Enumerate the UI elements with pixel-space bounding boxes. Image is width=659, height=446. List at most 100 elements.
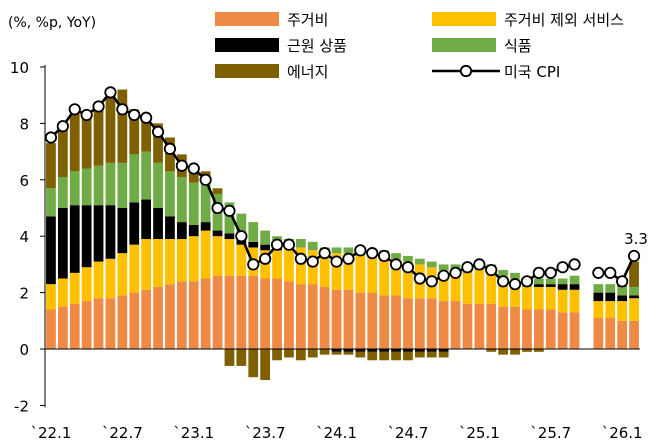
cpi-point	[330, 255, 343, 268]
bar-segment	[117, 162, 128, 208]
bar-segment	[605, 284, 616, 293]
bar-segment	[248, 241, 259, 248]
legend-swatch	[432, 12, 496, 26]
bar-segment	[69, 272, 80, 304]
bar-segment	[629, 261, 639, 287]
cpi-point	[592, 266, 605, 279]
bar-segment	[105, 92, 116, 163]
bar-segment	[46, 309, 56, 349]
bar-segment	[260, 278, 271, 349]
x-tick-label: `22.7	[102, 424, 143, 442]
bar-segment	[414, 351, 425, 358]
bar-segment	[295, 239, 306, 248]
cpi-point	[366, 247, 379, 260]
bar-segment	[426, 298, 437, 349]
bar-segment	[391, 253, 401, 259]
bar-segment	[450, 270, 461, 302]
bar-segment	[105, 298, 116, 349]
cpi-point	[247, 258, 260, 271]
cpi-point	[68, 103, 81, 116]
cpi-point	[616, 275, 629, 288]
bar-segment	[498, 275, 509, 307]
cpi-point	[389, 258, 403, 271]
bar-segment	[331, 289, 342, 349]
bar-segment	[438, 270, 449, 302]
bar-segment	[438, 264, 449, 271]
y-tick-label: 0	[19, 341, 29, 359]
legend-label: 식품	[504, 37, 532, 55]
bar-segment	[81, 301, 92, 349]
bar-segment	[557, 312, 568, 349]
bar-segment	[629, 298, 639, 321]
bar-segment	[141, 151, 152, 200]
bar-segment	[331, 253, 342, 290]
bar-segment	[212, 236, 223, 276]
cpi-point	[532, 266, 545, 279]
bar-segment	[498, 349, 509, 355]
bar-segment	[331, 247, 342, 254]
bar-segment	[379, 351, 390, 361]
bar-segment	[533, 284, 544, 287]
bar-segment	[57, 176, 68, 208]
bar-segment	[593, 284, 604, 293]
bar-segment	[450, 301, 461, 349]
bar-segment	[46, 188, 56, 217]
legend-swatch	[215, 64, 279, 78]
bar-segment	[141, 289, 152, 349]
legend-label: 주거비 제외 서비스	[504, 11, 624, 29]
cpi-point	[627, 249, 641, 263]
bar-segment	[403, 351, 413, 361]
bar-segment	[545, 286, 556, 310]
bar-segment	[284, 281, 294, 349]
bar-segment	[403, 255, 413, 262]
bar-segment	[533, 309, 544, 349]
cpi-point	[473, 258, 486, 271]
bar-segment	[414, 298, 425, 349]
bar-segment	[593, 301, 604, 318]
bar-segment	[69, 205, 80, 273]
bar-segment	[510, 272, 520, 279]
cpi-point	[282, 238, 296, 251]
bar-segment	[188, 236, 199, 282]
bar-segment	[355, 349, 366, 352]
bar-segment	[57, 208, 68, 279]
bar-segment	[367, 349, 378, 352]
y-tick-label: 4	[19, 228, 29, 246]
bar-segment	[379, 255, 390, 296]
cpi-point	[461, 261, 474, 274]
bar-segment	[474, 303, 485, 349]
bar-segment	[81, 267, 92, 302]
x-tick-label: `26.1	[602, 424, 643, 442]
bar-segment	[319, 286, 330, 349]
cpi-point	[342, 252, 355, 265]
cpi-point	[378, 249, 391, 263]
x-tick-label: `24.1	[316, 424, 357, 442]
legend-label: 미국 CPI	[504, 63, 560, 81]
cpi-point	[556, 261, 569, 274]
y-tick-label: 8	[19, 115, 29, 133]
bar-segment	[605, 301, 616, 318]
y-tick-label: 10	[10, 59, 29, 77]
bar-segment	[379, 295, 390, 349]
cpi-point	[80, 108, 93, 122]
x-tick-label: `23.1	[173, 424, 214, 442]
bar-segment	[141, 239, 152, 290]
bar-segment	[248, 349, 259, 378]
bar-segment	[617, 320, 628, 349]
bar-segment	[355, 255, 366, 293]
cpi-point	[604, 266, 617, 279]
cpi-line	[44, 86, 641, 291]
bar-segment	[569, 312, 580, 349]
bar-segment	[129, 109, 140, 155]
bar-segment	[105, 258, 116, 299]
cpi-point	[259, 252, 272, 265]
bar-segment	[224, 349, 235, 366]
bar-segment	[295, 284, 306, 349]
bar-segment	[617, 301, 628, 321]
bar-segment	[129, 154, 140, 203]
bar-segment	[93, 261, 104, 299]
bar-segment	[403, 349, 413, 352]
bar-segment	[343, 349, 354, 352]
